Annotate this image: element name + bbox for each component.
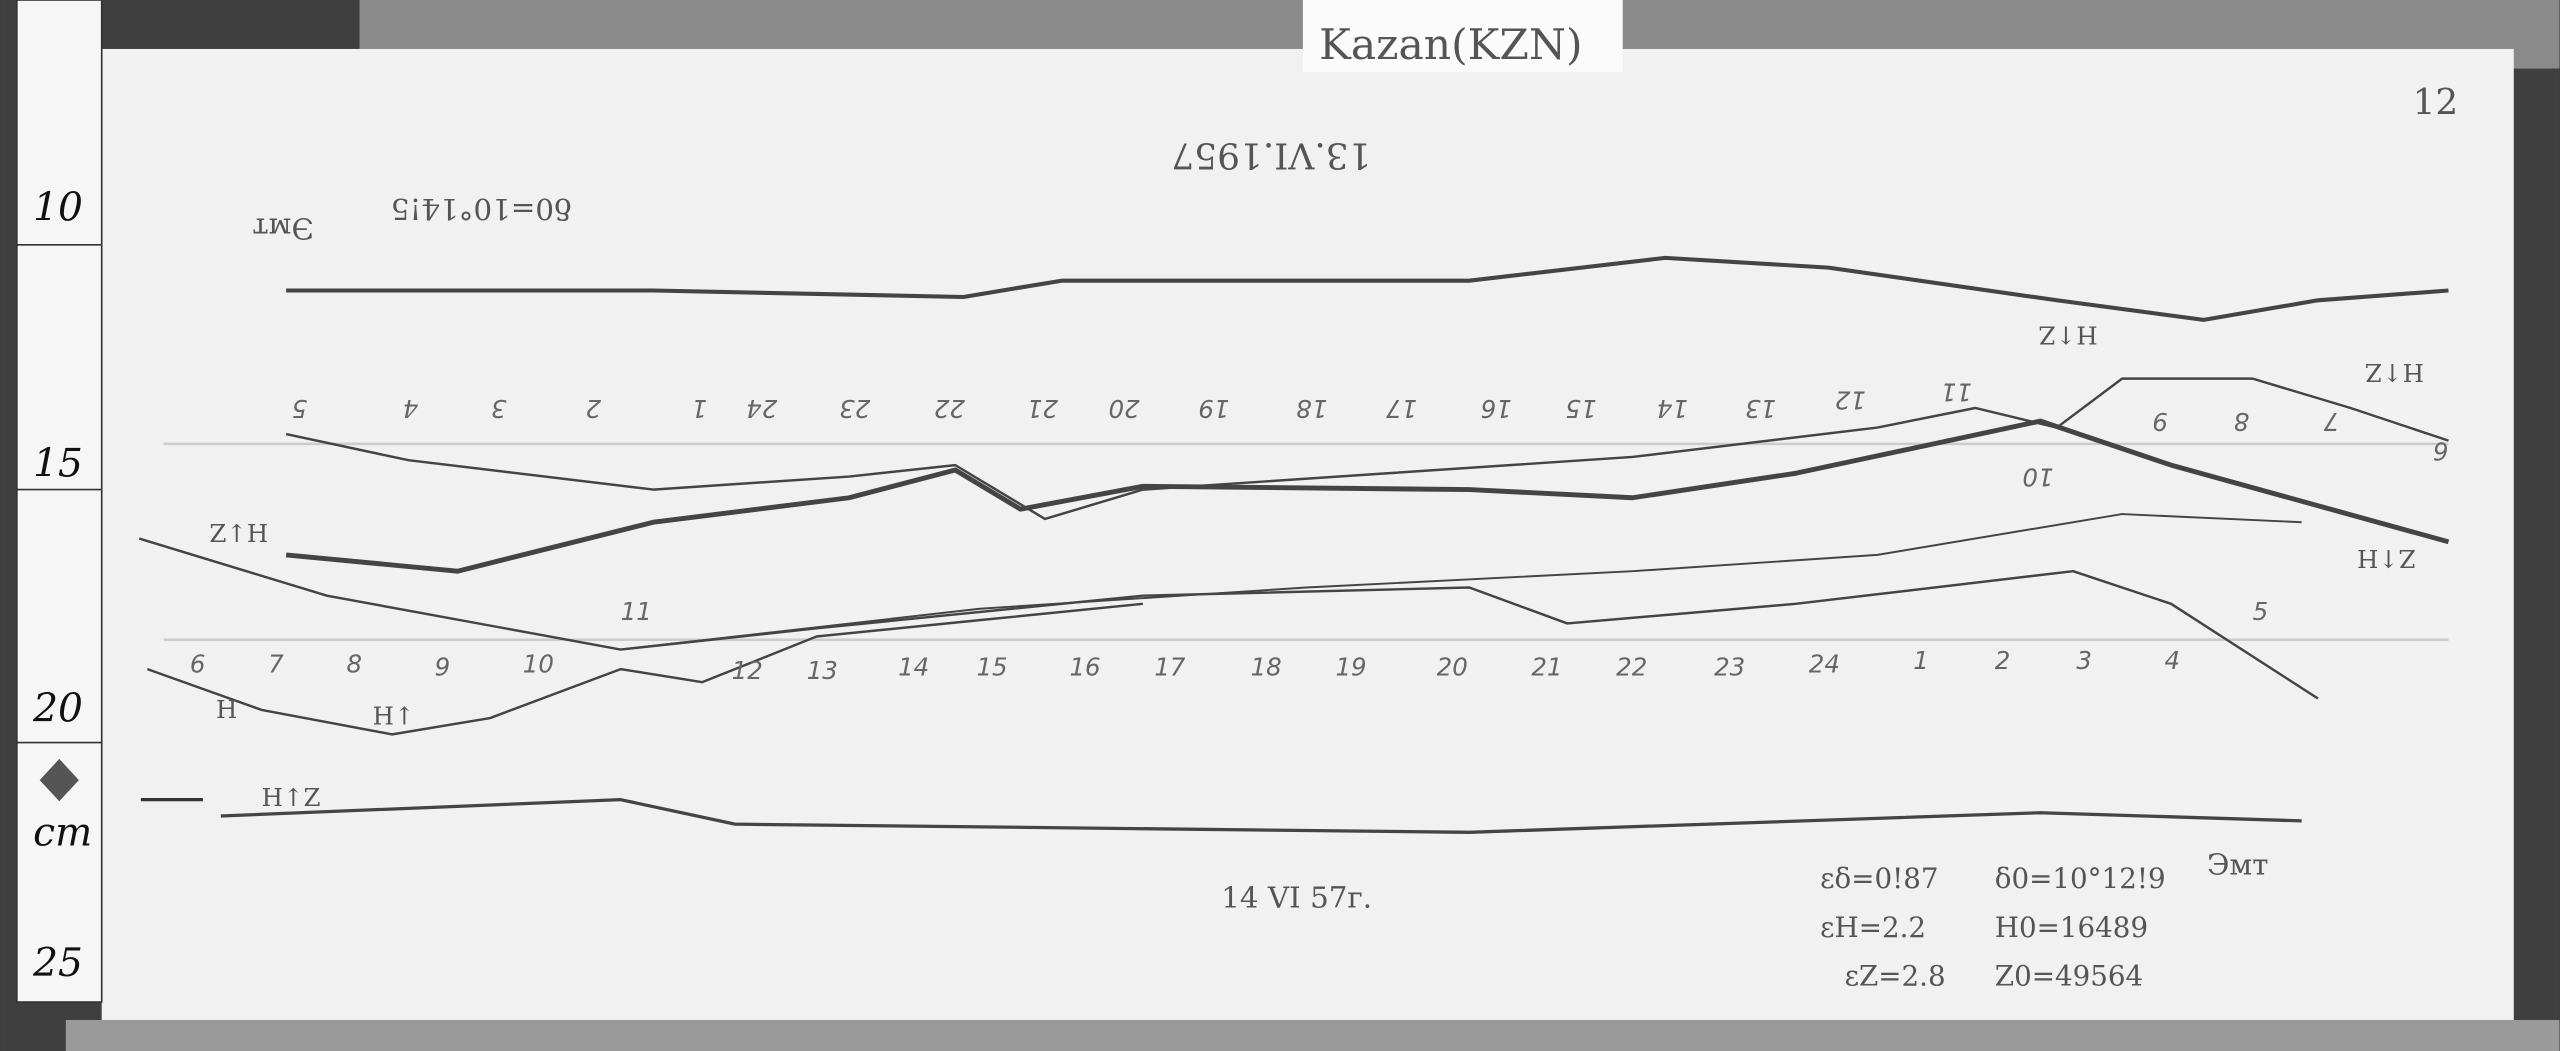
upper-hour-labels: 5 4 3 2 1 24 23 22 21 20 19 18 17 16 15 … [292,378,2449,492]
lower-hour: 6 [190,649,206,678]
lower-hour: 15 [976,653,1007,682]
upper-units-label: Эмт [252,212,314,246]
lower-hour: 5 [2253,597,2269,626]
lower-hour: 4 [2165,646,2181,675]
upper-hour: 7 [2323,407,2339,436]
lower-hour: 19 [1335,653,1366,682]
upper-hour: 23 [839,394,870,423]
upper-hour: 6 [2433,436,2449,465]
ruler: 10 15 20 cm 25 [16,0,103,1003]
upper-z-trace [286,255,2449,322]
lower-hour: 23 [1714,653,1745,682]
lower-hour: 13 [807,656,838,685]
upper-hour: 5 [292,394,308,423]
scale-value: εδ=0!87 [1820,862,1938,895]
upper-trace-label: H↑Z [2039,320,2098,349]
sheet-number: 12 [2413,82,2459,123]
upper-hour: 10 [2022,462,2053,491]
upper-hour: 20 [1109,394,1140,423]
lower-hour: 3 [2076,646,2092,675]
lower-hour: 9 [435,653,451,682]
lower-hour: 7 [268,649,284,678]
lower-z-trace [138,537,2319,700]
upper-date: 13.VI.1957 [1171,135,1371,176]
upper-hour: 1 [692,394,708,423]
upper-hour: 3 [491,394,507,423]
upper-hour: 9 [2152,407,2168,436]
lower-hour: 21 [1531,653,1562,682]
lower-date: 14 VI 57г. [1221,880,1372,914]
lower-d-trace [620,513,2302,651]
upper-hour: 16 [1481,394,1512,423]
ruler-mark-10: 10 [33,185,83,230]
lower-hour: 24 [1809,649,1840,678]
upper-hour: 22 [934,394,965,423]
lower-hour: 20 [1437,653,1468,682]
lower-hour: 22 [1616,653,1647,682]
ruler-mark-15: 15 [33,442,83,487]
upper-hour: 15 [1565,394,1596,423]
upper-hour: 18 [1296,394,1327,423]
lower-trace-label: Z↑H [209,519,268,548]
upper-d-trace [285,377,2449,521]
lower-hour: 17 [1154,653,1186,682]
lower-units-label: Эмт [2207,848,2269,882]
lower-hour: 16 [1069,653,1100,682]
lower-hour: 2 [1995,646,2011,675]
upper-hour: 4 [403,394,419,423]
lower-hour: 10 [523,649,554,678]
upper-trace-label: Z↑H [2357,544,2416,573]
bottom-bar [65,1019,2560,1051]
upper-hour: 14 [1657,394,1688,423]
upper-declination-base: δ0=10°14!5 [391,192,572,226]
base-value: Z0=49564 [1995,960,2143,993]
ruler-mark-25: 25 [32,941,83,986]
upper-hour: 17 [1386,394,1418,423]
scale-value: εH=2.2 [1820,911,1926,944]
upper-hour: 13 [1745,394,1776,423]
lower-hour: 8 [347,649,363,678]
ruler-unit: cm [33,810,92,855]
upper-trace-label: H↑Z [2365,358,2424,387]
upper-hour: 21 [1027,394,1058,423]
upper-hour: 24 [746,394,777,423]
station-label-card [1302,0,1623,72]
base-value: H0=16489 [1995,911,2148,944]
lower-bottom-trace [220,798,2302,834]
lower-trace-label: H [216,695,237,724]
paper-sheet [101,48,2514,1022]
upper-h-trace [285,418,2450,574]
lower-trace-label: H↑ [373,702,415,731]
upper-hour: 19 [1198,394,1229,423]
lower-trace-label: H↑Z [262,783,321,812]
lower-hour: 1 [1913,646,1929,675]
lower-h-trace [146,602,1144,736]
scale-value: εZ=2.8 [1845,960,1946,993]
upper-hour: 12 [1835,386,1866,415]
lower-hour: 12 [732,656,763,685]
upper-hour: 8 [2234,407,2250,436]
lower-hour-labels: 6 7 8 9 10 11 12 13 14 15 16 17 18 19 20… [190,597,2268,685]
base-value: δ0=10°12!9 [1995,862,2166,895]
lower-hour: 11 [621,597,652,626]
lower-hour: 18 [1251,653,1282,682]
ruler-mark-20: 20 [32,686,83,731]
upper-hour: 2 [586,394,602,423]
upper-hour: 11 [1941,378,1972,407]
station-label: Kazan(KZN) [1319,21,1582,70]
lower-hour: 14 [898,653,929,682]
